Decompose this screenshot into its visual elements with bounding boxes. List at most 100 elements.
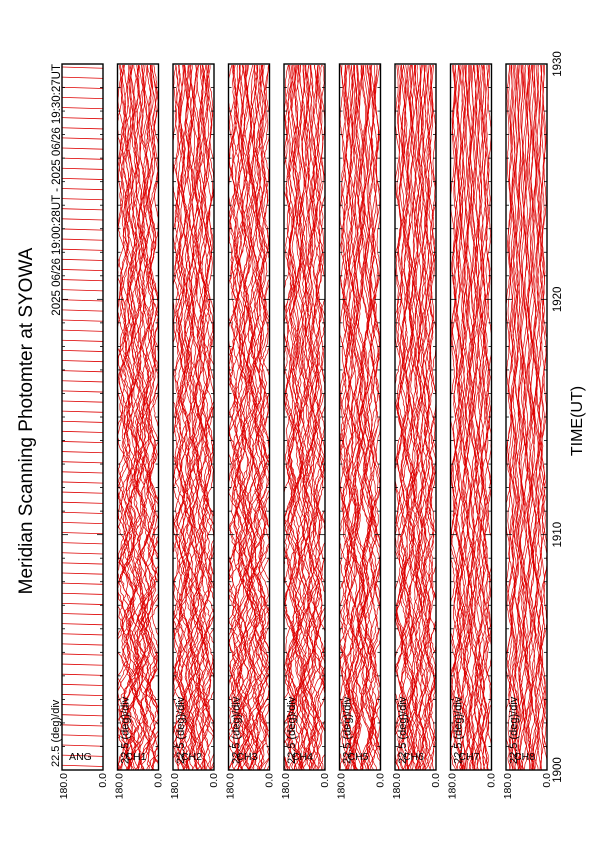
channel-trace [301, 64, 316, 770]
channel-trace [511, 64, 522, 770]
channel-trace [469, 64, 481, 770]
y-tick-label-top: 180.0 [336, 773, 348, 799]
channel-trace [460, 64, 472, 770]
channel-trace [422, 64, 436, 770]
channel-trace [396, 64, 412, 770]
channel-trace [187, 64, 204, 770]
channel-trace [407, 64, 422, 770]
channel-trace [521, 64, 532, 770]
channel-trace [203, 64, 214, 770]
angle-sweep-line [62, 572, 103, 575]
angle-sweep-line [62, 96, 103, 99]
x-tick-label: 1920 [552, 287, 564, 313]
channel-trace [133, 64, 154, 770]
channel-trace [291, 64, 309, 770]
channel-trace [121, 64, 142, 770]
angle-sweep-line [62, 754, 103, 757]
channel-trace [410, 64, 425, 770]
panel-name-label: CH8 [514, 751, 535, 763]
x-tick-label: 1900 [552, 757, 564, 783]
angle-sweep-line [62, 390, 103, 393]
channel-trace [314, 64, 325, 770]
channel-trace [426, 64, 436, 770]
channel-trace [135, 64, 154, 770]
angle-sweep-line [62, 147, 103, 150]
panel-name-label: CH6 [403, 751, 424, 763]
channel-trace [313, 64, 325, 770]
angle-sweep-line [62, 309, 103, 312]
channel-trace [173, 65, 186, 770]
channel-trace [364, 64, 381, 770]
channel-trace [514, 65, 524, 770]
channel-trace [405, 64, 420, 770]
channel-trace [509, 64, 518, 770]
angle-sweep-line [62, 653, 103, 656]
channel-trace [535, 64, 545, 770]
x-tick-label: 1910 [552, 522, 564, 548]
angle-sweep-line [62, 430, 103, 433]
channel-trace [456, 64, 467, 770]
angle-sweep-line [62, 744, 103, 747]
channel-trace [136, 64, 158, 770]
channel-trace [136, 64, 156, 770]
angle-sweep-line [62, 289, 103, 292]
panel-name-label: CH1 [125, 751, 146, 763]
channel-trace [359, 64, 374, 770]
channel-trace [415, 64, 431, 770]
channel-trace [538, 65, 547, 770]
channel-trace [127, 64, 150, 770]
angle-sweep-line [62, 198, 103, 201]
panel-traces [395, 64, 436, 770]
scale-label: 22.5 (deg)/div [175, 696, 187, 764]
channel-trace [396, 64, 411, 770]
panel-name-label: CH7 [458, 751, 479, 763]
channel-trace [511, 64, 520, 770]
angle-sweep-line [62, 167, 103, 170]
channel-trace [362, 64, 377, 770]
angle-sweep-line [62, 349, 103, 352]
channel-trace [239, 64, 259, 770]
angle-sweep-line [62, 623, 103, 626]
scale-label: 22.5 (deg)/div [342, 696, 354, 764]
angle-sweep-line [62, 238, 103, 241]
channel-trace [308, 64, 325, 770]
scale-label: 22.5 (deg)/div [508, 696, 520, 764]
channel-trace [412, 64, 426, 770]
scale-label: 22.5 (deg)/div [286, 696, 298, 764]
channel-trace [173, 64, 187, 770]
scale-label: 22.5 (deg)/div [120, 696, 132, 764]
panel-traces [284, 64, 325, 770]
channel-trace [184, 64, 203, 770]
angle-sweep-line [62, 117, 103, 120]
angle-sweep-line [62, 451, 103, 454]
panel-name-label: CH4 [292, 751, 313, 763]
angle-sweep-line [62, 76, 103, 79]
channel-trace [507, 65, 517, 770]
channel-trace [408, 64, 423, 770]
channel-trace [259, 64, 270, 770]
angle-sweep-line [62, 471, 103, 474]
angle-sweep-line [62, 319, 103, 322]
channel-trace [201, 64, 214, 770]
channel-trace [246, 64, 269, 770]
channel-trace [342, 64, 359, 770]
angle-sweep-line [62, 501, 103, 504]
panel-traces [173, 64, 214, 770]
angle-sweep-line [62, 683, 103, 686]
channel-trace [453, 64, 465, 770]
y-tick-label-bottom: 0.0 [541, 773, 553, 788]
channel-trace [197, 64, 214, 770]
y-tick-label-bottom: 0.0 [486, 773, 498, 788]
channel-trace [482, 64, 492, 770]
channel-trace [370, 64, 381, 770]
angle-sweep-line [62, 420, 103, 423]
angle-sweep-line [62, 724, 103, 727]
panel-traces [450, 64, 492, 770]
y-tick-label-bottom: 0.0 [319, 773, 331, 788]
scale-label: 22.5 (deg)/div [453, 696, 465, 764]
angle-sweep-line [62, 481, 103, 484]
channel-trace [509, 64, 520, 770]
